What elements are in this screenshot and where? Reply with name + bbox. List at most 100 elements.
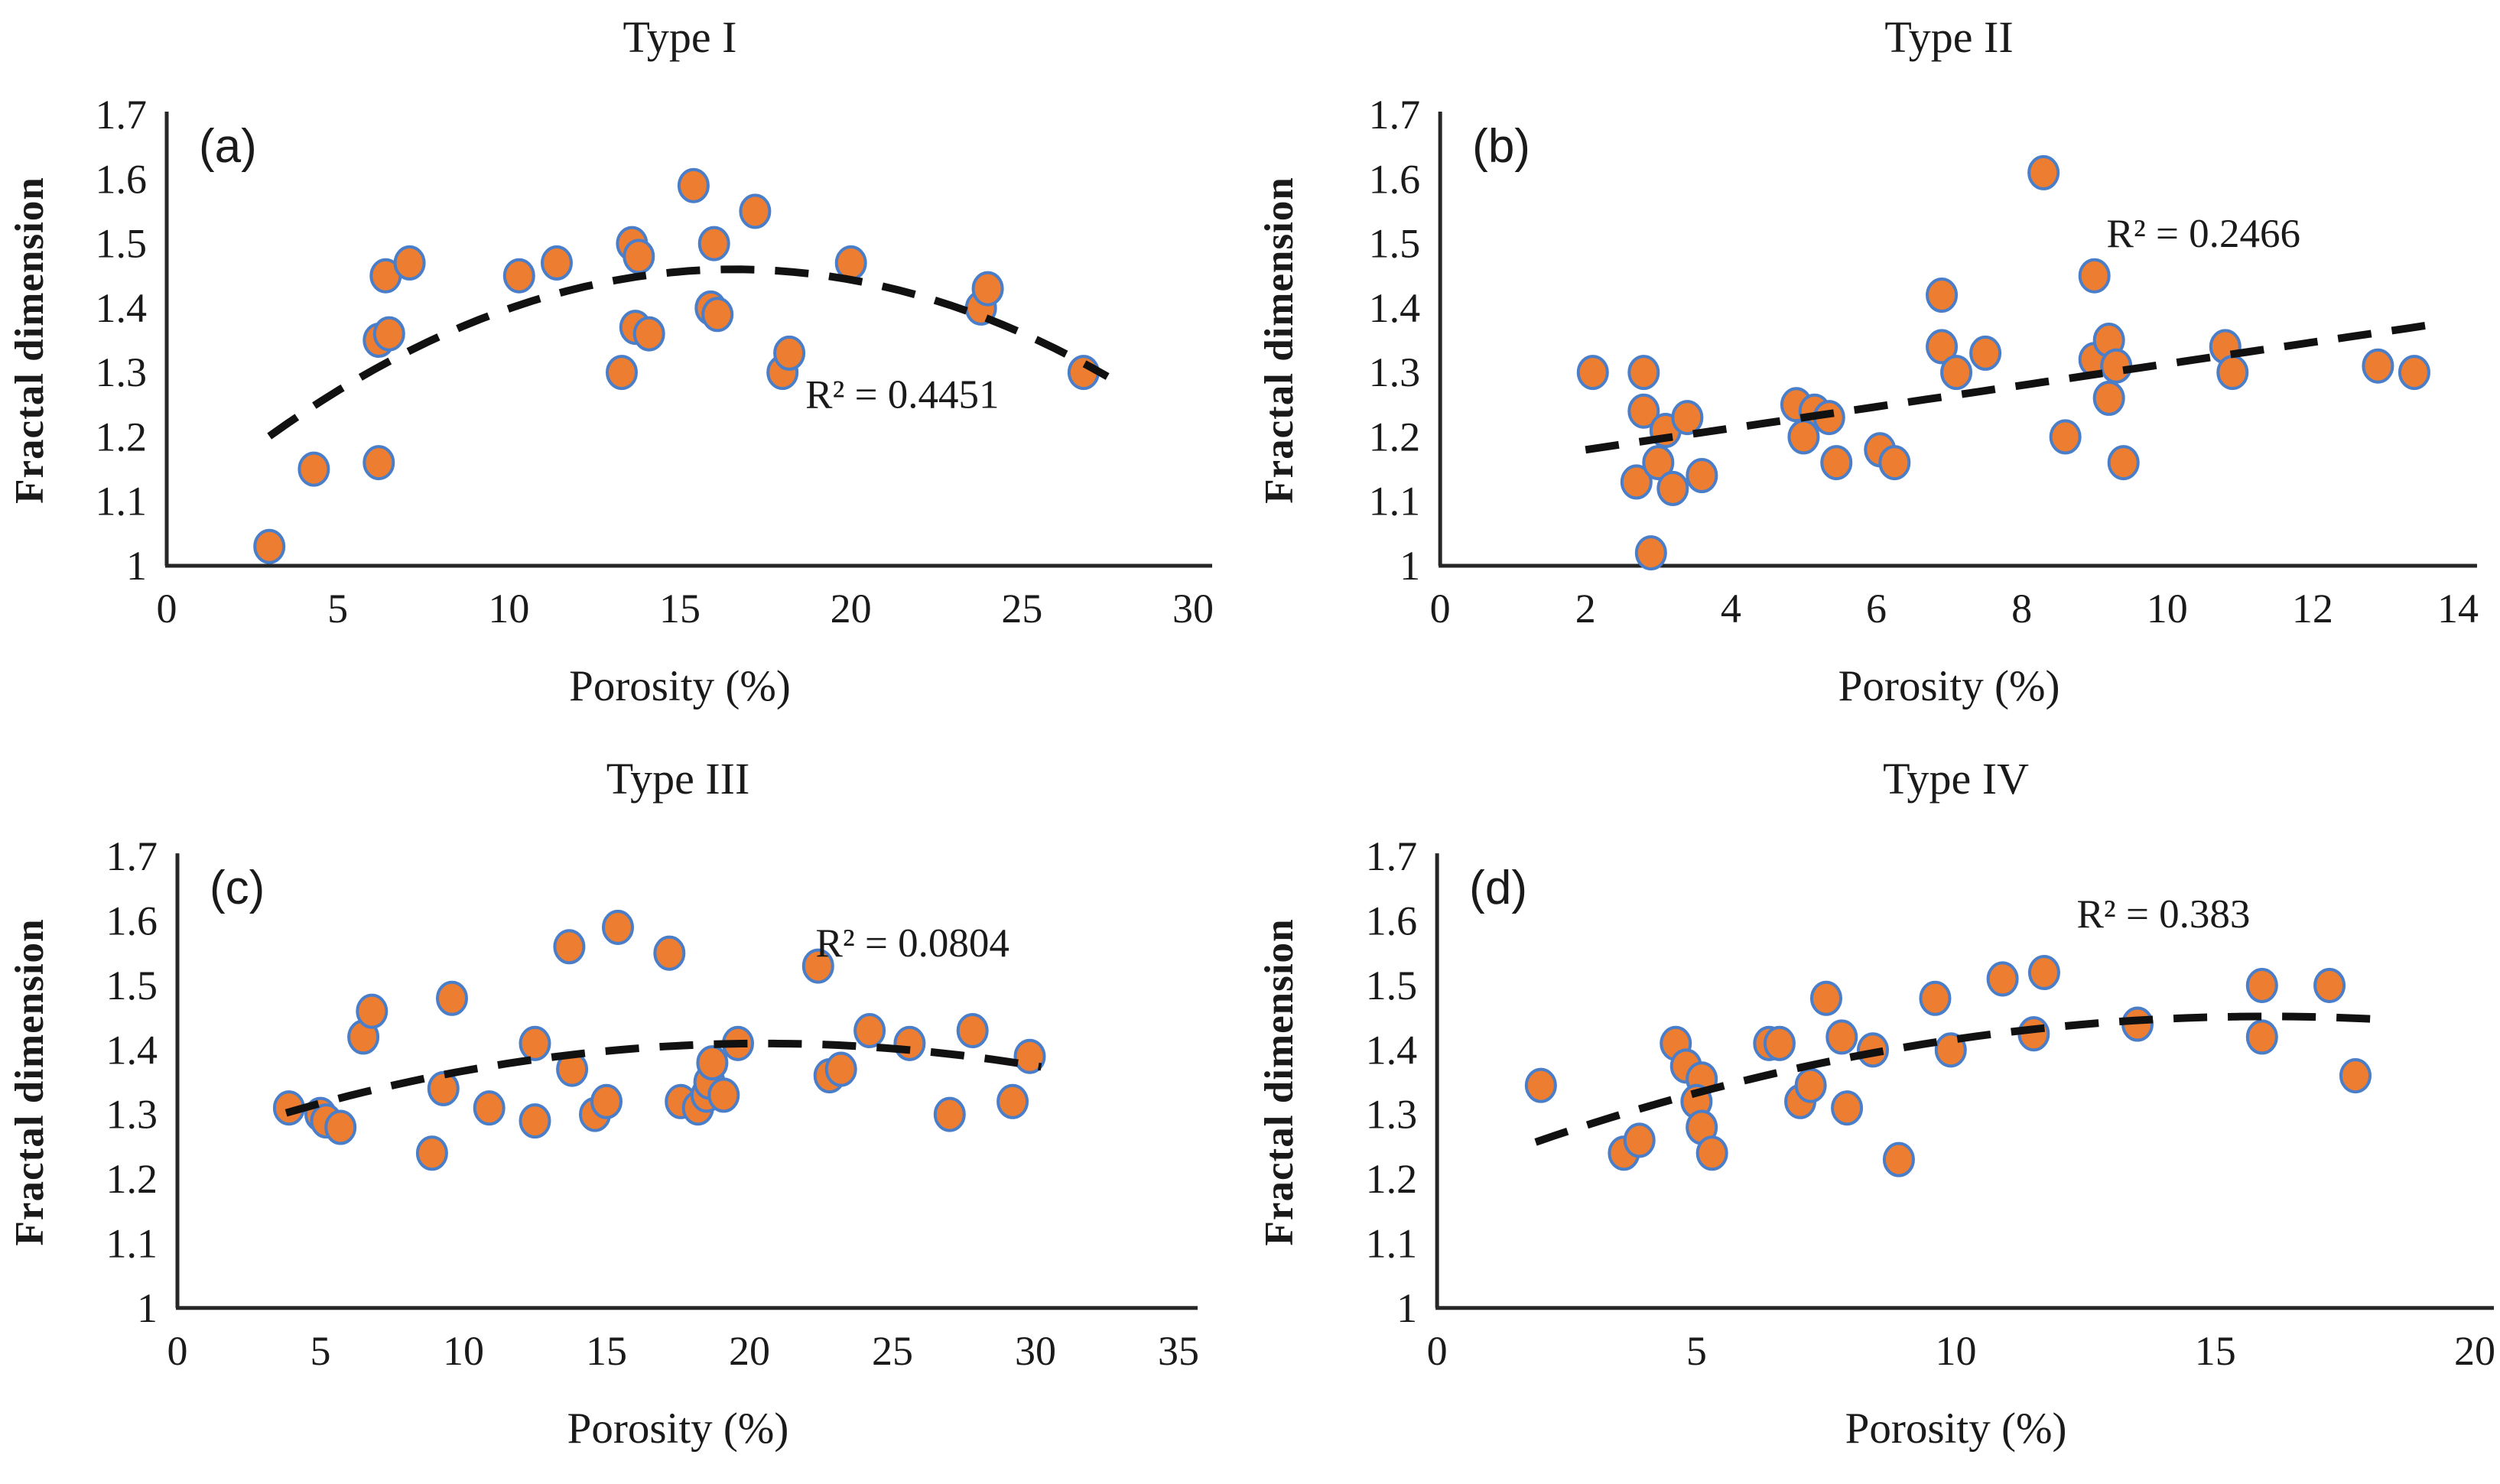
data-point (1627, 393, 1660, 429)
chart-title: Type III (606, 754, 750, 804)
data-point (2092, 380, 2125, 416)
data-point (2107, 445, 2140, 481)
data-point (824, 1051, 857, 1087)
x-tick-label: 30 (1015, 1328, 1056, 1374)
data-point (1986, 961, 2019, 997)
y-tick-label: 1.4 (106, 1027, 158, 1073)
y-tick-label: 1.3 (1369, 349, 1421, 395)
data-point (1576, 355, 1609, 391)
panel-letter: (d) (1469, 862, 1527, 914)
x-tick-label: 25 (872, 1328, 913, 1374)
data-point (602, 909, 634, 945)
x-tick-label: 2 (1575, 586, 1596, 632)
x-tick-label: 5 (1686, 1328, 1707, 1374)
data-point (590, 1083, 623, 1119)
data-point (1787, 419, 1820, 455)
panel-letter: (c) (210, 862, 265, 914)
data-point (653, 935, 686, 971)
data-point (696, 1045, 729, 1081)
data-point (1794, 1067, 1827, 1103)
y-axis-title: Fractal dimension (8, 177, 52, 504)
data-point (1940, 355, 1973, 391)
r-squared-label: R² = 0.4451 (805, 373, 999, 417)
data-point (1656, 470, 1689, 506)
data-point (773, 335, 806, 371)
y-tick-label: 1 (126, 543, 147, 589)
x-tick-label: 10 (488, 586, 529, 632)
y-tick-label: 1.5 (1366, 963, 1418, 1008)
x-tick-label: 0 (1427, 1328, 1448, 1374)
data-point (677, 167, 710, 203)
x-axis-title: Porosity (%) (1838, 662, 2060, 710)
x-tick-label: 20 (729, 1328, 770, 1374)
trend-line (267, 265, 1110, 440)
data-point (362, 445, 395, 481)
y-tick-label: 1.3 (96, 349, 148, 395)
x-tick-label: 0 (157, 586, 177, 632)
x-tick-label: 10 (1936, 1328, 1977, 1374)
data-point (1634, 535, 1667, 571)
data-point (356, 993, 388, 1029)
x-tick-label: 15 (586, 1328, 627, 1374)
data-point (372, 316, 405, 352)
y-tick-label: 1.1 (106, 1220, 158, 1266)
data-point (1926, 329, 1959, 365)
data-point (971, 271, 1004, 307)
y-tick-label: 1.1 (1369, 479, 1421, 524)
x-tick-label: 20 (831, 586, 872, 632)
y-tick-label: 1.4 (1369, 285, 1421, 331)
data-point (1763, 1025, 1796, 1061)
data-point (2027, 154, 2060, 190)
x-tick-label: 35 (1158, 1328, 1199, 1374)
y-axis-title: Fractal dimension (8, 918, 52, 1245)
data-point (415, 1135, 448, 1171)
y-tick-label: 1.6 (106, 898, 158, 944)
chart-title: Type IV (1883, 754, 2029, 804)
y-tick-label: 1.3 (106, 1092, 158, 1138)
data-point (1671, 400, 1704, 436)
y-tick-label: 1.3 (1366, 1092, 1418, 1138)
data-point (606, 355, 638, 391)
data-point (1969, 335, 2002, 371)
x-tick-label: 10 (443, 1328, 484, 1374)
y-tick-label: 1.2 (96, 414, 148, 459)
data-point (1620, 464, 1653, 500)
data-point (1695, 1135, 1728, 1171)
data-point (1825, 1019, 1858, 1055)
data-point (623, 239, 655, 274)
data-point (2216, 355, 2249, 391)
data-point (632, 316, 665, 352)
x-tick-label: 15 (659, 586, 701, 632)
data-point (707, 1077, 740, 1113)
data-point (324, 1109, 357, 1145)
scatter-plot-type-1: Type I 1.7 1.6 1.5 1.4 1.3 1.2 1.1 10 5 10 15 20 25 30… (8, 12, 1214, 710)
x-axis-title: Porosity (%) (1845, 1404, 2067, 1453)
data-point (1919, 980, 1952, 1016)
y-tick-label: 1.7 (1369, 92, 1421, 138)
data-point (2049, 419, 2082, 455)
data-point (2245, 1019, 2278, 1055)
x-tick-label: 5 (327, 586, 348, 632)
x-tick-label: 10 (2147, 586, 2188, 632)
y-tick-label: 1.4 (1366, 1027, 1418, 1073)
data-point (2027, 954, 2060, 991)
x-axis-title: Porosity (%) (569, 662, 791, 710)
data-point (519, 1103, 551, 1139)
data-point (996, 1083, 1029, 1119)
data-point (297, 451, 330, 487)
x-tick-label: 15 (2195, 1328, 2236, 1374)
data-point (427, 1070, 460, 1106)
data-point (1926, 278, 1959, 313)
trend-line (284, 1039, 1042, 1117)
data-point (801, 948, 834, 984)
data-point (473, 1090, 506, 1126)
y-tick-label: 1.7 (1366, 833, 1418, 879)
data-point (2245, 967, 2278, 1003)
x-tick-label: 6 (1866, 586, 1887, 632)
y-tick-label: 1.2 (106, 1156, 158, 1202)
r-squared-label: R² = 0.0804 (816, 921, 1009, 966)
y-tick-label: 1.1 (96, 479, 148, 524)
data-point (2398, 355, 2430, 391)
data-point (701, 297, 734, 333)
